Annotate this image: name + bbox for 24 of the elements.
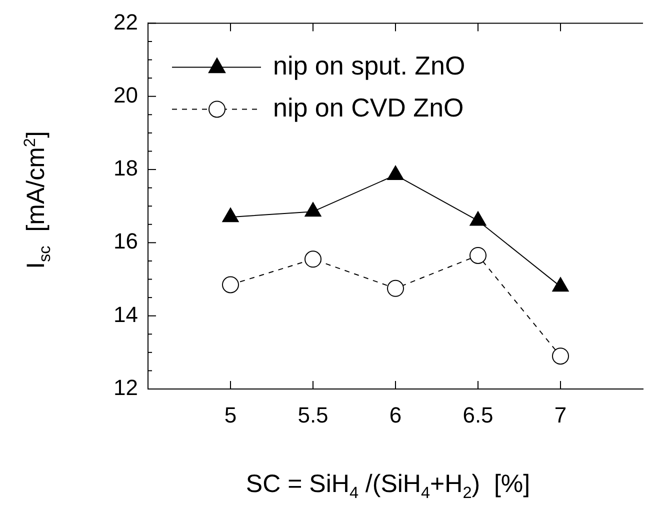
x-tick-label: 6.5 [462,402,494,428]
point [222,208,239,222]
x-tick-label: 7 [554,402,567,428]
x-tick-label: 6 [389,402,402,428]
x-axis-title: SC = SiH$_{4}$ /(SiH$_{4}$+H$_{2}$) [%] [244,470,532,503]
y-tick-label: 14 [114,302,138,327]
y-tick-label: 20 [114,82,138,108]
y-tick-label: 22 [114,9,138,34]
point [387,280,404,297]
point [552,348,569,365]
point [304,202,322,217]
point [387,166,404,180]
point [470,246,486,264]
point [552,277,569,292]
legend-label: nip on sput. ZnO [273,50,466,80]
point [222,276,239,294]
legend-label: nip on CVD ZnO [273,92,464,122]
y-tick-label: 16 [114,228,138,254]
x-tick-label: 5 [224,402,237,428]
y-tick-label: 18 [114,156,138,181]
point [470,211,486,226]
point [304,250,322,268]
x-tick-label: 5.5 [298,402,328,428]
y-tick-label: 12 [114,375,138,400]
